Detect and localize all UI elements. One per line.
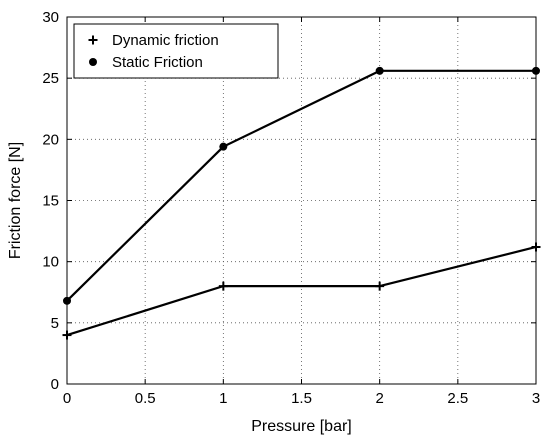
legend-box [73,23,279,79]
static-friction-point [63,296,71,305]
x-axis: 0 0.5 1 1.5 2 2.5 3 [63,17,540,407]
static-friction-point [532,66,540,75]
y-axis-label: Friction force [N] [7,142,24,259]
dynamic-friction-point [375,281,385,291]
x-tick-label: 0.5 [135,390,156,407]
x-tick-label: 3 [532,390,540,407]
x-tick-label: 1.5 [291,390,312,407]
y-tick-label: 25 [42,70,59,87]
y-axis: 0 5 10 15 20 25 30 [42,9,536,393]
static-friction-line [66,69,536,302]
legend-dynamic-friction-marker [88,35,98,45]
dynamic-friction-point [531,242,541,252]
dynamic-friction-line [66,245,537,337]
dynamic-friction-point [218,281,228,291]
x-axis-label: Pressure [bar] [251,418,351,435]
y-tick-label: 20 [42,131,59,148]
series-group [62,66,541,340]
dynamic-friction-point [62,330,72,340]
legend-static-friction-marker [89,58,97,66]
static-friction-point [375,66,384,75]
legend: Dynamic friction Static Friction [73,23,279,79]
y-tick-label: 15 [42,193,59,210]
legend-dynamic-friction-label: Dynamic friction [112,32,219,49]
y-tick-label: 5 [51,315,59,332]
y-tick-label: 10 [42,254,59,271]
y-tick-label: 0 [51,376,59,393]
x-tick-label: 1 [219,390,227,407]
static-friction-point [219,142,228,151]
legend-static-friction-label: Static Friction [112,54,203,71]
x-tick-label: 0 [63,390,71,407]
x-tick-label: 2 [375,390,383,407]
x-tick-label: 2.5 [447,390,468,407]
y-tick-label: 30 [42,9,59,26]
